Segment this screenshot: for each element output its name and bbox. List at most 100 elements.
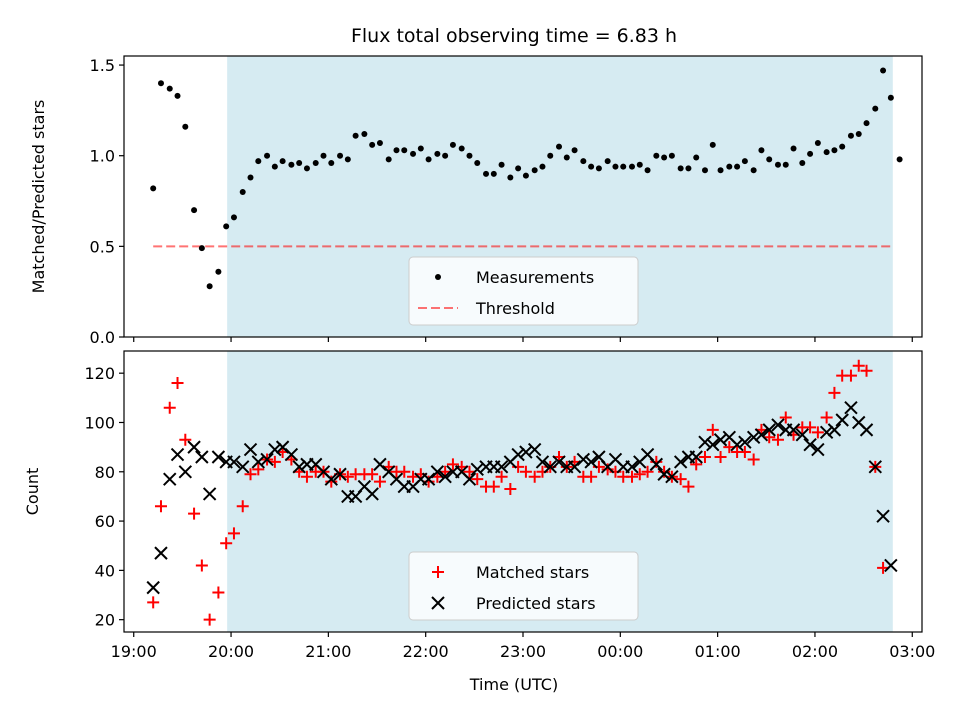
measurement-point — [799, 159, 806, 166]
matched-star-point — [487, 480, 500, 493]
measurement-point — [279, 158, 286, 165]
measurement-point — [483, 170, 490, 177]
measurement-point — [458, 145, 465, 152]
measurement-point — [515, 165, 522, 172]
matched-star-point — [828, 386, 841, 399]
predicted-star-point — [187, 440, 201, 454]
matched-star-point — [690, 458, 703, 471]
predicted-star-point — [243, 442, 258, 457]
matched-star-point — [504, 483, 517, 496]
matched-star-point — [366, 468, 379, 481]
measurement-point — [466, 152, 473, 159]
predicted-star-point — [762, 423, 776, 437]
matched-star-point — [179, 433, 192, 446]
predicted-star-point — [876, 509, 890, 523]
measurement-point — [571, 147, 578, 154]
x-axis-label: Time (UTC) — [469, 675, 558, 694]
matched-star-point — [171, 377, 184, 390]
measurement-point — [547, 152, 554, 159]
predicted-star-point — [786, 423, 801, 437]
measurement-point — [726, 163, 733, 170]
matched-star-point — [163, 401, 176, 414]
matched-star-point — [252, 463, 265, 476]
measurement-point — [668, 152, 675, 159]
matched-star-point — [706, 423, 719, 436]
x-tick-label: 02:00 — [792, 642, 838, 661]
matched-star-point — [147, 596, 160, 609]
predicted-star-point — [689, 450, 703, 464]
measurement-point — [644, 167, 651, 174]
measurement-point — [247, 174, 254, 181]
measurement-point — [255, 158, 262, 165]
matched-star-point — [844, 369, 857, 382]
x-tick-label: 21:00 — [305, 642, 351, 661]
x-tick-label: 03:00 — [889, 642, 935, 661]
top-panel: 0.0 0.5 1.0 1.5 Matched/Predicted stars Measu… — [29, 55, 923, 347]
measurement-point — [734, 163, 741, 170]
predicted-star-point — [868, 460, 882, 474]
matched-star-point — [804, 421, 817, 434]
predicted-star-point — [470, 462, 484, 477]
measurement-point — [166, 85, 173, 92]
matched-star-point — [650, 455, 663, 468]
measurement-point — [855, 130, 862, 137]
predicted-star-point — [795, 428, 810, 442]
measurement-point — [563, 154, 570, 161]
predicted-star-point — [365, 487, 379, 501]
measurement-point — [271, 163, 278, 170]
bottom-panel: 19:00 20:00 21:00 22:00 23:00 00:00 01:00 02:00… — [23, 350, 935, 661]
measurement-point — [839, 143, 846, 150]
matched-star-point — [852, 359, 865, 372]
measurement-point — [507, 174, 514, 181]
matched-star-point — [601, 463, 614, 476]
measurement-point — [612, 163, 619, 170]
predicted-star-point — [438, 470, 452, 484]
predicted-star-point — [730, 437, 744, 452]
measurement-point — [677, 165, 684, 172]
predicted-star-point — [713, 433, 728, 447]
measurement-point — [434, 150, 441, 157]
predicted-star-point — [511, 447, 525, 462]
predicted-star-point — [771, 418, 785, 432]
top-legend: Measurements Threshold — [408, 256, 639, 326]
measurement-point — [337, 152, 344, 159]
legend-label: Threshold — [475, 299, 555, 318]
matched-star-point — [779, 411, 792, 424]
matched-star-point — [528, 470, 541, 483]
measurement-point — [693, 154, 700, 161]
measurement-point — [896, 156, 903, 163]
top-series-measurements — [150, 67, 903, 290]
predicted-star-point — [884, 558, 898, 573]
legend-label: Predicted stars — [476, 594, 596, 613]
predicted-star-point — [859, 423, 874, 437]
predicted-star-point — [494, 460, 509, 474]
measurement-point — [417, 145, 424, 152]
predicted-star-point — [146, 580, 160, 595]
matched-star-point — [236, 500, 249, 513]
predicted-star-point — [625, 460, 639, 474]
matched-star-point — [625, 470, 638, 483]
matched-star-point — [188, 507, 201, 520]
measurement-point — [182, 123, 189, 130]
measurement-point — [239, 188, 246, 195]
predicted-star-point — [673, 455, 688, 469]
predicted-star-point — [811, 442, 825, 457]
predicted-star-point — [754, 428, 769, 442]
predicted-star-point — [738, 435, 752, 449]
measurement-point — [790, 145, 797, 152]
measurement-point — [782, 161, 789, 168]
measurement-point — [595, 165, 602, 172]
top-y-tick-label: 1.5 — [90, 56, 115, 75]
matched-star-point — [398, 465, 411, 478]
legend-box — [408, 256, 639, 326]
legend-box — [408, 551, 639, 621]
measurement-point — [312, 159, 319, 166]
predicted-star-point — [819, 425, 834, 440]
predicted-star-point — [576, 452, 591, 467]
measurement-point — [198, 245, 205, 252]
matched-star-point — [811, 426, 824, 439]
bottom-legend: Matched stars Predicted stars — [408, 551, 639, 621]
predicted-star-point — [170, 447, 185, 462]
matched-star-point — [641, 465, 654, 478]
measurement-point — [150, 185, 157, 192]
